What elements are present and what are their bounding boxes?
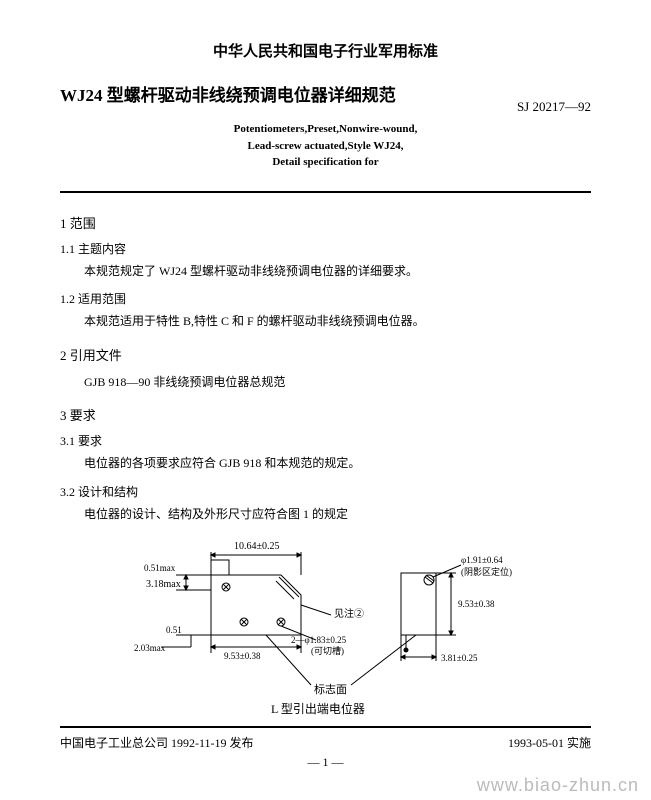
page-footer: 中国电子工业总公司 1992-11-19 发布 1993-05-01 实施 — … — [60, 726, 591, 770]
right-bot: 3.81±0.25 — [441, 653, 478, 663]
en-title-line1: Potentiometers,Preset,Nonwire-wound, — [60, 121, 591, 138]
document-page: 中华人民共和国电子行业军用标准 WJ24 型螺杆驱动非线绕预调电位器详细规范 S… — [0, 0, 651, 745]
section-2-reference: GJB 918—90 非线绕预调电位器总规范 — [60, 372, 591, 394]
en-title-line3: Detail specification for — [60, 154, 591, 171]
document-code: SJ 20217—92 — [517, 99, 591, 115]
section-3-1-body: 电位器的各项要求应符合 GJB 918 和本规范的规定。 — [60, 453, 591, 475]
section-1-1-body: 本规范规定了 WJ24 型螺杆驱动非线绕预调电位器的详细要求。 — [60, 261, 591, 283]
page-number: — 1 — — [60, 755, 591, 770]
figure-caption: L 型引出端电位器 — [271, 701, 365, 716]
title-row: WJ24 型螺杆驱动非线绕预调电位器详细规范 SJ 20217—92 — [60, 81, 591, 115]
figure-1-diagram: 10.64±0.25 0.51max 3.18max 0.51 2.03max … — [116, 535, 536, 725]
figure-1-container: 10.64±0.25 0.51max 3.18max 0.51 2.03max … — [60, 535, 591, 725]
section-1-2-body: 本规范适用于特性 B,特性 C 和 F 的螺杆驱动非线绕预调电位器。 — [60, 311, 591, 333]
section-3-2-heading: 3.2 设计和结构 — [60, 483, 591, 500]
dim-left-upper: 0.51max — [144, 563, 176, 573]
note-right2: 2—φ1.83±0.25 — [291, 635, 347, 645]
footer-divider — [60, 726, 591, 728]
right-top2: (阴影区定位) — [461, 566, 512, 577]
section-3-1-heading: 3.1 要求 — [60, 432, 591, 449]
label-face: 标志面 — [314, 682, 347, 696]
header-divider — [60, 191, 591, 193]
main-title: WJ24 型螺杆驱动非线绕预调电位器详细规范 — [60, 81, 507, 106]
dim-left: 3.18max — [146, 579, 181, 590]
dim-bot-left: 2.03max — [134, 643, 166, 653]
right-dim: 9.53±0.38 — [458, 599, 495, 609]
watermark-text: www.biao-zhun.cn — [477, 775, 639, 796]
section-2-heading: 2 引用文件 — [60, 345, 591, 364]
note-right2b: (可切槽) — [311, 645, 344, 656]
section-1-heading: 1 范围 — [60, 213, 591, 232]
section-1-1-heading: 1.1 主题内容 — [60, 240, 591, 257]
standard-org-heading: 中华人民共和国电子行业军用标准 — [60, 40, 591, 61]
english-title: Potentiometers,Preset,Nonwire-wound, Lea… — [60, 121, 591, 171]
section-1-2-heading: 1.2 适用范围 — [60, 290, 591, 307]
section-3-heading: 3 要求 — [60, 405, 591, 424]
effective-date: 1993-05-01 实施 — [508, 734, 591, 751]
note-right1: 见注② — [334, 607, 364, 620]
publisher-info: 中国电子工业总公司 1992-11-19 发布 — [60, 734, 254, 751]
dim-bot: 9.53±0.38 — [224, 651, 261, 661]
right-top: φ1.91±0.64 — [461, 555, 503, 565]
dim-left-lower: 0.51 — [166, 625, 182, 635]
en-title-line2: Lead-screw actuated,Style WJ24, — [60, 138, 591, 155]
section-3-2-body: 电位器的设计、结构及外形尺寸应符合图 1 的规定 — [60, 504, 591, 526]
footer-row: 中国电子工业总公司 1992-11-19 发布 1993-05-01 实施 — [60, 734, 591, 751]
dim-top-label: 10.64±0.25 — [234, 541, 280, 552]
